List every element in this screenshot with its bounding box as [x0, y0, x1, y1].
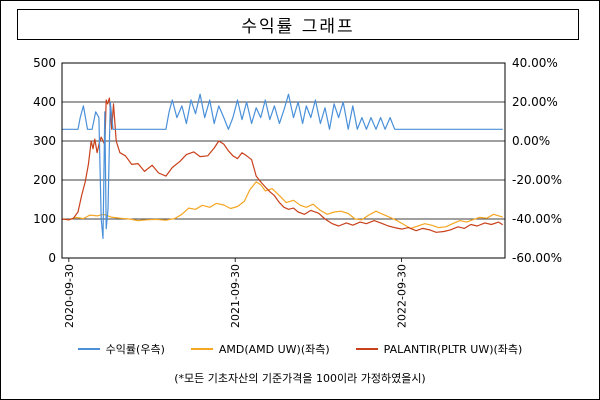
y-left-tick-label: 400 [33, 95, 56, 109]
plot-area-border [61, 62, 506, 259]
chart-footnote: (*모든 기초자산의 기준가격을 100이라 가정하였을시) [174, 372, 426, 385]
y-right-tick-label: 20.00% [512, 95, 558, 109]
series-line-return [62, 93, 503, 240]
x-tick-label: 2021-09-30 [229, 264, 242, 328]
y-left-tick-label: 0 [48, 251, 56, 265]
y-right-tick-label: -40.00% [512, 212, 562, 226]
chart-title-box: 수익률 그래프 [17, 9, 579, 40]
y-right-tick-label: 0.00% [512, 134, 550, 148]
legend-swatch [190, 348, 213, 350]
legend-label: PALANTIR(PLTR UW)(좌측) [383, 343, 523, 356]
line-chart: 0 100 200 300 400 500 40.00% 20.00% 0.00% -20.00%… [33, 56, 562, 328]
series-line-pltr [61, 97, 504, 233]
legend-item: AMD(AMD UW)(좌측) [190, 341, 330, 357]
y-left-tick-label: 100 [33, 212, 56, 226]
legend-item: PALANTIR(PLTR UW)(좌측) [355, 341, 523, 357]
y-right-tick-label: 40.00% [512, 56, 558, 70]
y-left-tick-label: 500 [33, 56, 56, 70]
axis-labels: 0 100 200 300 400 500 40.00% 20.00% 0.00% -20.00%… [33, 56, 562, 328]
x-tick-label: 2022-09-30 [396, 264, 409, 328]
y-left-tick-label: 200 [33, 173, 56, 187]
chart-legend: 수익률(우측) AMD(AMD UW)(좌측) PALANTIR(PLTR UW)(… [0, 339, 600, 359]
x-tick-label: 2020-09-30 [63, 264, 76, 328]
y-right-tick-label: -60.00% [512, 251, 562, 265]
legend-swatch [355, 348, 378, 350]
y-right-tick-label: -20.00% [512, 173, 562, 187]
series-line-amd [61, 181, 503, 229]
legend-label: 수익률(우측) [105, 343, 165, 356]
legend-label: AMD(AMD UW)(좌측) [218, 343, 330, 356]
chart-title: 수익률 그래프 [241, 17, 355, 37]
series-layer [61, 93, 504, 240]
y-left-tick-label: 300 [33, 134, 56, 148]
legend-item: 수익률(우측) [77, 341, 165, 357]
legend-swatch [77, 348, 100, 350]
